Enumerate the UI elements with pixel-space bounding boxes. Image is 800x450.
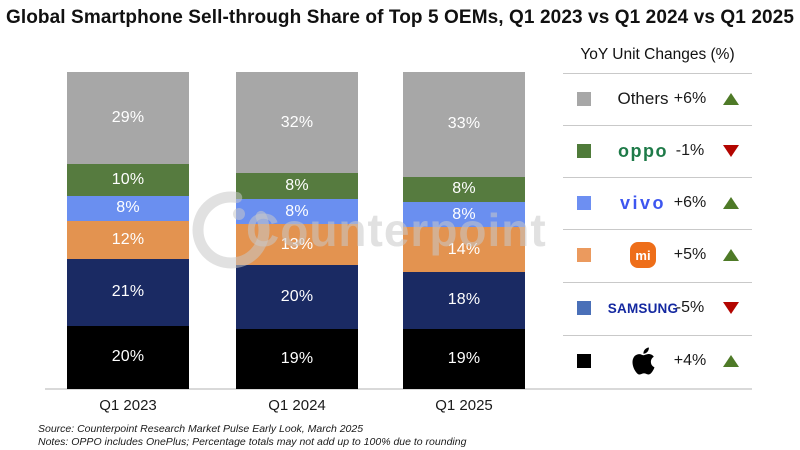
legend-row-vivo: vivo +6% [563, 185, 752, 221]
segment-xiaomi: 12% [67, 221, 189, 260]
xiaomi-logo-text: mi [635, 247, 651, 263]
legend-row-apple: +4% [563, 343, 752, 379]
stacked-bar-q1-2023: 20% 21% 12% 8% 10% 29% [67, 72, 189, 389]
segment-xiaomi: 14% [403, 227, 525, 272]
legend-row-oppo: OPPO -1% [563, 133, 752, 169]
legend-divider [563, 73, 752, 74]
oppo-change: -1% [675, 142, 705, 159]
apple-change: +4% [673, 352, 707, 369]
segment-xiaomi: 13% [236, 224, 358, 266]
segment-samsung: 18% [403, 271, 525, 329]
samsung-logo: SAMSUNG [607, 300, 679, 316]
segment-vivo: 8% [403, 202, 525, 228]
segment-value-label: 20% [111, 348, 145, 366]
segment-value-label: 19% [280, 349, 314, 367]
oppo-logo: OPPO [618, 140, 668, 161]
segment-apple: 19% [403, 328, 525, 389]
xiaomi-swatch [577, 248, 591, 262]
x-axis-line [45, 388, 752, 390]
segment-value-label: 13% [280, 235, 314, 253]
trend-up-icon [723, 249, 739, 261]
others-swatch [577, 92, 591, 106]
segment-value-label: 19% [447, 349, 481, 367]
legend-divider [563, 177, 752, 178]
legend-divider [563, 282, 752, 283]
segment-value-label: 12% [111, 231, 145, 249]
segment-samsung: 21% [67, 259, 189, 326]
source-note: Source: Counterpoint Research Market Pul… [38, 423, 364, 435]
segment-value-label: 8% [285, 202, 309, 220]
trend-down-icon [723, 145, 739, 157]
rounding-note: Notes: OPPO includes OnePlus; Percentage… [38, 436, 467, 448]
segment-value-label: 10% [111, 170, 145, 188]
segment-value-label: 20% [280, 288, 314, 306]
segment-value-label: 18% [447, 291, 481, 309]
vivo-logo: vivo [619, 192, 667, 213]
legend-header: YoY Unit Changes (%) [580, 46, 735, 63]
segment-others: 29% [67, 72, 189, 164]
segment-vivo: 8% [67, 195, 189, 222]
samsung-swatch [577, 301, 591, 315]
trend-up-icon [723, 355, 739, 367]
others-change: +6% [673, 90, 707, 107]
samsung-change: -5% [675, 299, 705, 316]
legend-row-xiaomi: mi +5% [563, 237, 752, 273]
segment-value-label: 8% [285, 177, 309, 195]
apple-logo-icon [632, 347, 654, 375]
trend-up-icon [723, 93, 739, 105]
legend-divider [563, 229, 752, 230]
vivo-swatch [577, 196, 591, 210]
segment-value-label: 32% [280, 113, 314, 131]
segment-value-label: 8% [116, 199, 140, 217]
segment-oppo: 8% [403, 176, 525, 202]
segment-vivo: 8% [236, 198, 358, 225]
segment-value-label: 8% [452, 180, 476, 198]
segment-value-label: 29% [111, 109, 145, 126]
trend-up-icon [723, 197, 739, 209]
segment-others: 33% [403, 72, 525, 177]
category-label-q1-2023: Q1 2023 [99, 397, 157, 414]
xiaomi-logo: mi [630, 242, 656, 268]
apple-swatch [577, 354, 591, 368]
stacked-bar-q1-2025: 19% 18% 14% 8% 8% 33% [403, 72, 525, 389]
legend-divider [563, 125, 752, 126]
segment-oppo: 10% [67, 163, 189, 196]
trend-down-icon [723, 302, 739, 314]
segment-value-label: 21% [111, 283, 145, 301]
segment-value-label: 14% [447, 240, 481, 258]
xiaomi-change: +5% [673, 246, 707, 263]
legend-divider [563, 335, 752, 336]
chart-title: Global Smartphone Sell-through Share of … [5, 7, 795, 28]
category-label-q1-2024: Q1 2024 [268, 397, 326, 414]
oppo-swatch [577, 144, 591, 158]
segment-others: 32% [236, 72, 358, 174]
category-label-q1-2025: Q1 2025 [435, 397, 493, 414]
segment-value-label: 33% [447, 115, 481, 133]
others-label: Others [617, 89, 669, 108]
segment-samsung: 20% [236, 265, 358, 329]
segment-apple: 20% [67, 325, 189, 389]
segment-oppo: 8% [236, 173, 358, 199]
segment-apple: 19% [236, 328, 358, 389]
stacked-bar-q1-2024: 19% 20% 13% 8% 8% 32% [236, 72, 358, 389]
legend-row-others: Others +6% [563, 81, 752, 117]
vivo-change: +6% [673, 194, 707, 211]
footnotes: Source: Counterpoint Research Market Pul… [38, 423, 466, 449]
legend-row-samsung: SAMSUNG -5% [563, 290, 752, 326]
segment-value-label: 8% [452, 205, 476, 223]
